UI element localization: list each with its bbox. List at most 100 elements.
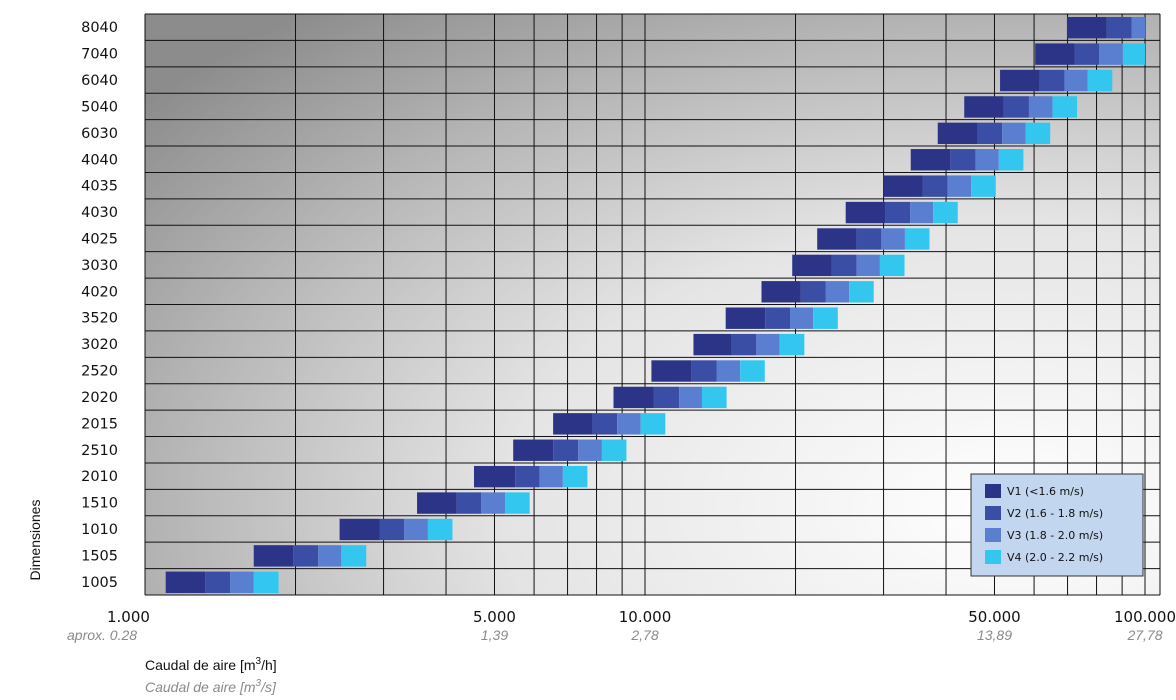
bar-3020-v3 <box>756 333 780 356</box>
legend-swatch-v4 <box>985 550 1001 564</box>
legend-label-v2: V2 (1.6 - 1.8 m/s) <box>1007 507 1103 520</box>
bar-2015-v4 <box>640 413 666 435</box>
bar-5040-v2 <box>1003 96 1029 118</box>
bar-3020-v4 <box>779 333 805 356</box>
legend-label-v3: V3 (1.8 - 2.0 m/s) <box>1007 529 1103 542</box>
bar-4040-v1 <box>910 149 951 171</box>
bar-6040-v4 <box>1087 69 1113 92</box>
category-label: 6040 <box>81 73 118 89</box>
bar-4040-v3 <box>975 149 999 171</box>
bar-6030-v4 <box>1025 122 1051 145</box>
bar-4035-v2 <box>922 175 948 197</box>
legend-swatch-v1 <box>985 484 1001 498</box>
bar-1510-v1 <box>417 492 457 514</box>
bar-2520-v2 <box>691 360 717 382</box>
bar-3030-v2 <box>831 254 857 277</box>
x-axis-label-secondary: Caudal de aire [m3/s] <box>145 678 277 695</box>
y-axis-label: Dimensiones <box>27 500 43 581</box>
x-tick-sublabel: 13,89 <box>977 627 1012 643</box>
bar-4035-v1 <box>883 175 923 197</box>
x-tick-sublabel: 27,78 <box>1126 627 1162 643</box>
bar-2520-v4 <box>740 360 765 382</box>
category-label: 2010 <box>81 469 118 485</box>
bar-1010-v1 <box>339 518 380 541</box>
bar-1010-v4 <box>427 518 453 541</box>
bar-3520-v3 <box>790 307 814 329</box>
category-label: 1505 <box>81 548 118 564</box>
category-label: 6030 <box>81 126 118 142</box>
bar-2520-v3 <box>716 360 741 382</box>
category-label: 1010 <box>81 522 118 538</box>
bar-6040-v1 <box>1000 69 1040 92</box>
bar-3030-v3 <box>856 254 880 277</box>
bar-4020-v1 <box>761 281 801 303</box>
category-label: 8040 <box>81 20 118 36</box>
bar-7040-v3 <box>1099 43 1123 65</box>
bar-4020-v2 <box>800 281 826 303</box>
category-label: 2510 <box>81 443 118 459</box>
bar-2510-v2 <box>553 439 579 461</box>
category-label: 7040 <box>81 47 118 63</box>
bar-5040-v4 <box>1052 96 1078 118</box>
legend-label-v4: V4 (2.0 - 2.2 m/s) <box>1007 551 1103 564</box>
bar-2010-v1 <box>474 465 516 488</box>
bar-3020-v1 <box>693 333 732 356</box>
bar-4035-v4 <box>971 175 996 197</box>
bar-4025-v3 <box>881 228 905 250</box>
bar-4030-v4 <box>933 201 958 224</box>
bar-2020-v1 <box>613 386 654 409</box>
bar-1005-v1 <box>165 571 206 593</box>
bar-3520-v4 <box>813 307 838 329</box>
category-label: 4025 <box>81 231 118 247</box>
bar-4040-v2 <box>950 149 976 171</box>
x-tick-label: 1.000 <box>107 608 150 626</box>
bar-7040-v4 <box>1122 43 1145 65</box>
x-tick-label: 10.000 <box>619 608 672 626</box>
bar-1010-v3 <box>404 518 428 541</box>
category-label: 4040 <box>81 152 118 168</box>
bar-2520-v1 <box>651 360 692 382</box>
bar-6030-v2 <box>977 122 1003 145</box>
bar-2015-v2 <box>592 413 618 435</box>
bar-2020-v3 <box>679 386 702 409</box>
bar-4025-v1 <box>817 228 857 250</box>
bar-2020-v4 <box>701 386 727 409</box>
x-tick-label: 100.000 <box>1114 608 1176 626</box>
bar-4025-v4 <box>904 228 930 250</box>
bar-6040-v3 <box>1064 69 1088 92</box>
bar-2510-v1 <box>513 439 554 461</box>
category-label: 2020 <box>81 390 118 406</box>
legend-swatch-v2 <box>985 506 1001 520</box>
category-label: 3020 <box>81 337 118 353</box>
bar-3030-v4 <box>879 254 905 277</box>
bar-3520-v1 <box>725 307 766 329</box>
bar-6030-v1 <box>937 122 978 145</box>
bar-3030-v1 <box>792 254 832 277</box>
x-tick-sublabel: aprox. 0.28 <box>67 627 137 643</box>
bar-5040-v3 <box>1028 96 1053 118</box>
bar-4035-v3 <box>947 175 972 197</box>
bar-1505-v2 <box>293 545 319 567</box>
category-label: 1510 <box>81 496 118 512</box>
bar-1510-v2 <box>456 492 482 514</box>
bar-2510-v3 <box>578 439 602 461</box>
x-axis-label: Caudal de aire [m3/h] <box>145 656 277 673</box>
bar-1505-v4 <box>341 545 367 567</box>
category-label: 4035 <box>81 179 118 195</box>
bar-4025-v2 <box>856 228 882 250</box>
category-label: 2520 <box>81 364 118 380</box>
category-label: 1005 <box>81 575 118 591</box>
category-label: 5040 <box>81 99 118 115</box>
bar-2020-v2 <box>653 386 680 409</box>
legend-label-v1: V1 (<1.6 m/s) <box>1007 485 1084 498</box>
bar-5040-v1 <box>964 96 1004 118</box>
bar-1505-v3 <box>318 545 342 567</box>
bar-3520-v2 <box>765 307 791 329</box>
bar-4040-v4 <box>998 149 1024 171</box>
bar-1510-v4 <box>505 492 530 514</box>
bar-1005-v4 <box>253 571 279 593</box>
bar-3020-v2 <box>731 333 757 356</box>
